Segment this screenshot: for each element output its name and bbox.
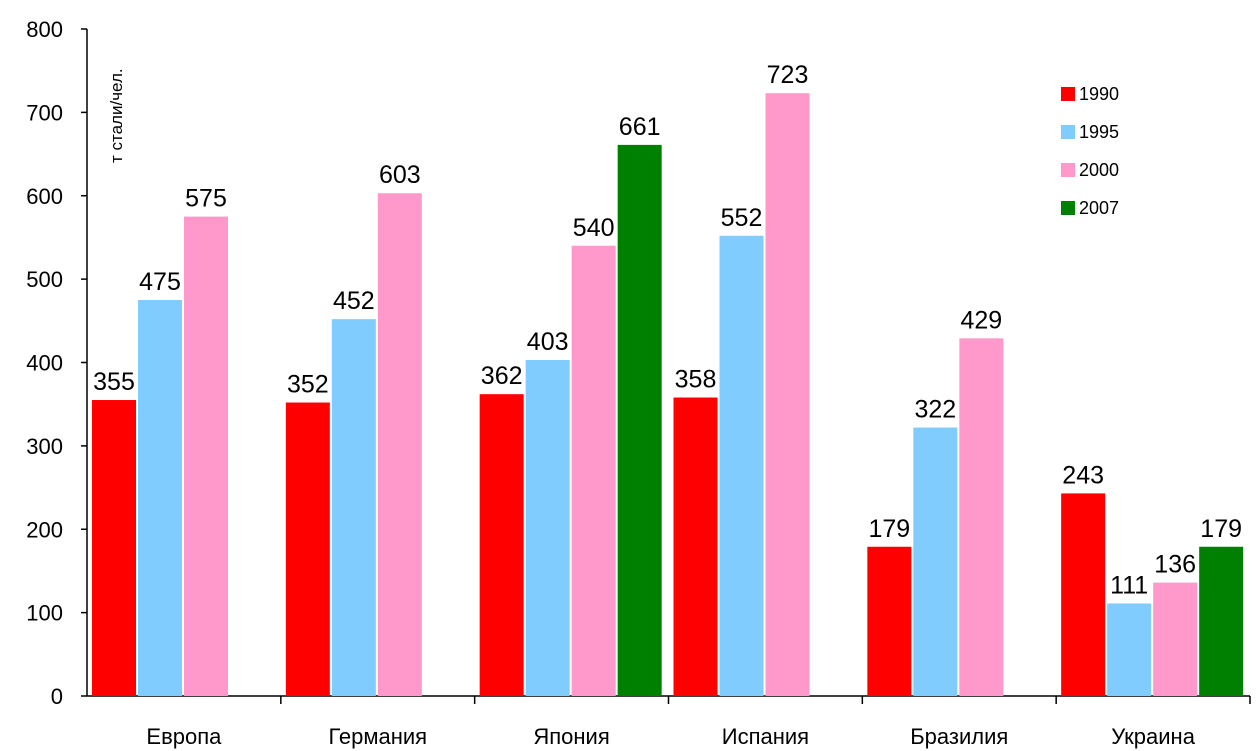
bar-1995	[719, 235, 764, 696]
x-tick-label: Испания	[722, 724, 809, 749]
x-tick-label: Бразилия	[910, 724, 1008, 749]
data-label: 575	[185, 185, 227, 213]
legend-label: 1995	[1079, 122, 1119, 142]
y-tick-label: 200	[26, 517, 63, 542]
data-label: 403	[527, 328, 569, 356]
bars	[92, 93, 1244, 697]
y-tick-label: 100	[26, 601, 63, 626]
bar-1990	[673, 397, 718, 696]
data-label: 603	[379, 161, 421, 189]
data-label: 136	[1154, 551, 1196, 579]
data-label: 362	[481, 362, 523, 390]
axes: 0 100 200 300 400 500 600 700 800 Европа Германия Я…	[26, 17, 1251, 749]
data-label: 179	[868, 515, 910, 543]
y-tick-label: 500	[26, 267, 63, 292]
legend-swatch-1995	[1061, 125, 1075, 139]
bar-2000	[765, 93, 810, 697]
data-label: 540	[573, 214, 615, 242]
bar-2007	[1199, 546, 1244, 696]
legend-label: 2007	[1079, 198, 1119, 218]
data-label: 352	[287, 371, 329, 399]
bar-1990	[285, 402, 330, 696]
data-label: 429	[960, 306, 1002, 334]
data-label: 723	[767, 61, 809, 89]
data-label: 355	[93, 368, 135, 396]
data-label: 322	[914, 396, 956, 424]
x-tick-label: Европа	[146, 724, 222, 749]
legend-swatch-2000	[1061, 163, 1075, 177]
bar-1995	[1107, 603, 1152, 696]
data-label: 475	[139, 268, 181, 296]
y-axis-label: т стали/чел.	[107, 68, 126, 163]
bar-1995	[525, 359, 570, 696]
data-label: 552	[721, 204, 763, 232]
y-tick-label: 400	[26, 351, 63, 376]
bar-1990	[92, 400, 136, 696]
x-tick-label: Германия	[328, 724, 427, 749]
bar-1990	[867, 546, 912, 696]
x-tick-label: Украина	[1111, 724, 1196, 749]
data-label: 661	[619, 113, 661, 141]
data-label: 452	[333, 287, 375, 315]
bar-1995	[913, 427, 958, 696]
data-label: 111	[1110, 571, 1148, 599]
legend: 1990 1995 2000 2007	[1061, 84, 1119, 218]
bar-2000	[184, 216, 228, 696]
y-tick-label: 800	[26, 17, 63, 42]
bar-1995	[138, 299, 182, 696]
y-tick-label: 0	[51, 684, 63, 709]
bar-1990	[1061, 493, 1106, 696]
y-tick-label: 700	[26, 100, 63, 125]
y-tick-label: 300	[26, 434, 63, 459]
legend-label: 2000	[1079, 160, 1119, 180]
data-label: 179	[1200, 515, 1242, 543]
legend-swatch-1990	[1061, 87, 1075, 101]
data-label: 243	[1062, 461, 1104, 489]
data-label: 358	[675, 366, 717, 394]
bar-2000	[571, 245, 616, 696]
bar-2000	[377, 193, 422, 696]
legend-swatch-2007	[1061, 201, 1075, 215]
bar-1990	[479, 394, 524, 696]
y-tick-label: 600	[26, 184, 63, 209]
bar-2000	[959, 338, 1004, 696]
bar-2000	[1153, 582, 1198, 696]
bar-1995	[331, 319, 376, 696]
legend-label: 1990	[1079, 84, 1119, 104]
x-tick-label: Япония	[533, 724, 609, 749]
bar-2007	[617, 144, 662, 697]
